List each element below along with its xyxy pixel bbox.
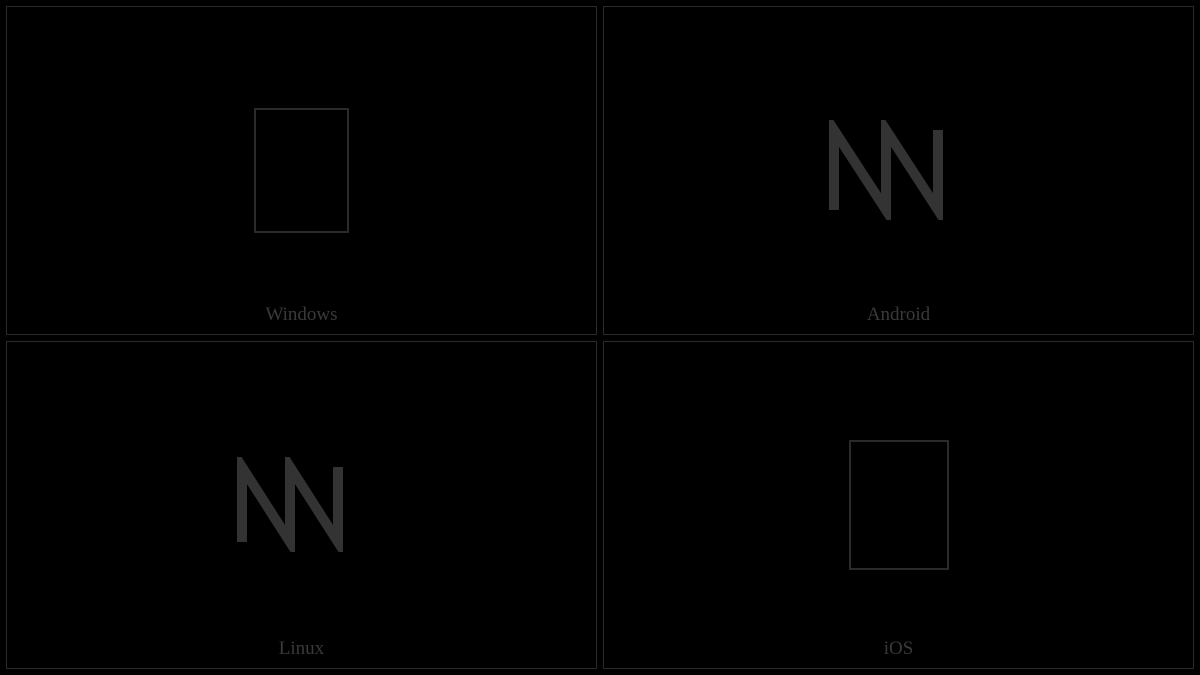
glyph-container-linux bbox=[7, 342, 596, 669]
panel-label-android: Android bbox=[867, 304, 930, 326]
nn-glyph-path bbox=[834, 130, 938, 210]
tofu-glyph-windows bbox=[254, 108, 349, 233]
panel-label-windows: Windows bbox=[265, 304, 337, 326]
glyph-container-android bbox=[604, 7, 1193, 334]
tofu-glyph-ios bbox=[849, 440, 949, 570]
panel-label-linux: Linux bbox=[279, 638, 324, 660]
panel-ios: iOS bbox=[603, 341, 1194, 670]
panel-android: Android bbox=[603, 6, 1194, 335]
nn-glyph-path bbox=[242, 467, 338, 542]
nn-glyph-linux bbox=[232, 457, 372, 552]
panel-label-ios: iOS bbox=[884, 638, 914, 660]
panel-windows: Windows bbox=[6, 6, 597, 335]
glyph-container-windows bbox=[7, 7, 596, 334]
glyph-container-ios bbox=[604, 342, 1193, 669]
panel-linux: Linux bbox=[6, 341, 597, 670]
nn-glyph-android bbox=[824, 120, 974, 220]
